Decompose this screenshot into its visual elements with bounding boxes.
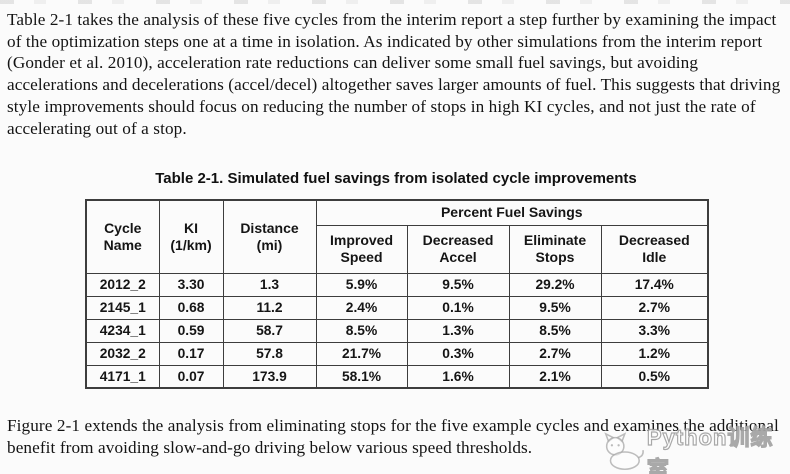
- col-header-ki: KI (1/km): [158, 199, 224, 274]
- cell-ki: 0.17: [158, 341, 224, 366]
- cell-distance: 11.2: [222, 295, 317, 320]
- intro-paragraph: Table 2-1 takes the analysis of these fi…: [7, 10, 781, 138]
- col-header-decreased-idle: Decreased Idle: [600, 224, 709, 274]
- cell-eliminate-stops: 2.1%: [508, 364, 602, 389]
- col-header-cycle-name: Cycle Name: [85, 199, 160, 274]
- table-row: 2145_1 0.68 11.2 2.4% 0.1% 9.5% 2.7%: [85, 295, 709, 320]
- table-title: Table 2-1. Simulated fuel savings from i…: [155, 170, 637, 187]
- cell-cycle-name: 2145_1: [85, 295, 160, 320]
- cell-cycle-name: 2032_2: [85, 341, 160, 366]
- cell-decreased-accel: 9.5%: [406, 272, 510, 297]
- table-row: 2032_2 0.17 57.8 21.7% 0.3% 2.7% 1.2%: [85, 341, 709, 366]
- fuel-savings-table: Cycle Name KI (1/km) Distance (mi) Perce…: [85, 199, 710, 389]
- cell-improved-speed: 8.5%: [315, 318, 408, 343]
- figure-paragraph: Figure 2-1 extends the analysis from eli…: [7, 416, 779, 457]
- cell-decreased-accel: 1.6%: [406, 364, 510, 389]
- cell-eliminate-stops: 9.5%: [508, 295, 602, 320]
- cropped-text-artifact: [0, 0, 790, 4]
- cell-ki: 0.07: [158, 364, 224, 389]
- cell-decreased-idle: 17.4%: [600, 272, 709, 297]
- cell-decreased-idle: 3.3%: [600, 318, 709, 343]
- cell-improved-speed: 58.1%: [315, 364, 408, 389]
- col-header-decreased-accel: Decreased Accel: [406, 224, 510, 274]
- col-header-eliminate-stops: Eliminate Stops: [508, 224, 602, 274]
- cell-improved-speed: 5.9%: [315, 272, 408, 297]
- cell-distance: 58.7: [222, 318, 317, 343]
- table-header-row-sub: Improved Speed Decreased Accel Eliminate…: [86, 224, 709, 274]
- cell-decreased-accel: 0.1%: [406, 295, 510, 320]
- cell-decreased-accel: 0.3%: [406, 341, 510, 366]
- table-header-row-main: Cycle Name KI (1/km) Distance (mi) Perce…: [85, 199, 709, 274]
- col-group-header-percent-fuel-savings: Percent Fuel Savings: [315, 199, 709, 226]
- col-header-improved-speed: Improved Speed: [315, 224, 408, 274]
- cell-decreased-accel: 1.3%: [406, 318, 510, 343]
- cell-ki: 3.30: [158, 272, 224, 297]
- cell-cycle-name: 4171_1: [85, 364, 160, 389]
- cell-eliminate-stops: 29.2%: [508, 272, 602, 297]
- cell-decreased-idle: 2.7%: [600, 295, 709, 320]
- cell-distance: 1.3: [222, 272, 317, 297]
- cell-decreased-idle: 1.2%: [600, 341, 709, 366]
- col-header-distance: Distance (mi): [222, 199, 317, 274]
- cell-improved-speed: 2.4%: [315, 295, 408, 320]
- cell-ki: 0.59: [158, 318, 224, 343]
- cell-decreased-idle: 0.5%: [600, 364, 709, 389]
- table-row: 4171_1 0.07 173.9 58.1% 1.6% 2.1% 0.5%: [85, 364, 709, 389]
- table-row: 2012_2 3.30 1.3 5.9% 9.5% 29.2% 17.4%: [85, 272, 709, 297]
- cell-ki: 0.68: [158, 295, 224, 320]
- table-row: 4234_1 0.59 58.7 8.5% 1.3% 8.5% 3.3%: [85, 318, 709, 343]
- cell-eliminate-stops: 8.5%: [508, 318, 602, 343]
- cell-cycle-name: 4234_1: [85, 318, 160, 343]
- cell-eliminate-stops: 2.7%: [508, 341, 602, 366]
- cell-improved-speed: 21.7%: [315, 341, 408, 366]
- cell-cycle-name: 2012_2: [85, 272, 160, 297]
- cell-distance: 173.9: [222, 364, 317, 389]
- cell-distance: 57.8: [222, 341, 317, 366]
